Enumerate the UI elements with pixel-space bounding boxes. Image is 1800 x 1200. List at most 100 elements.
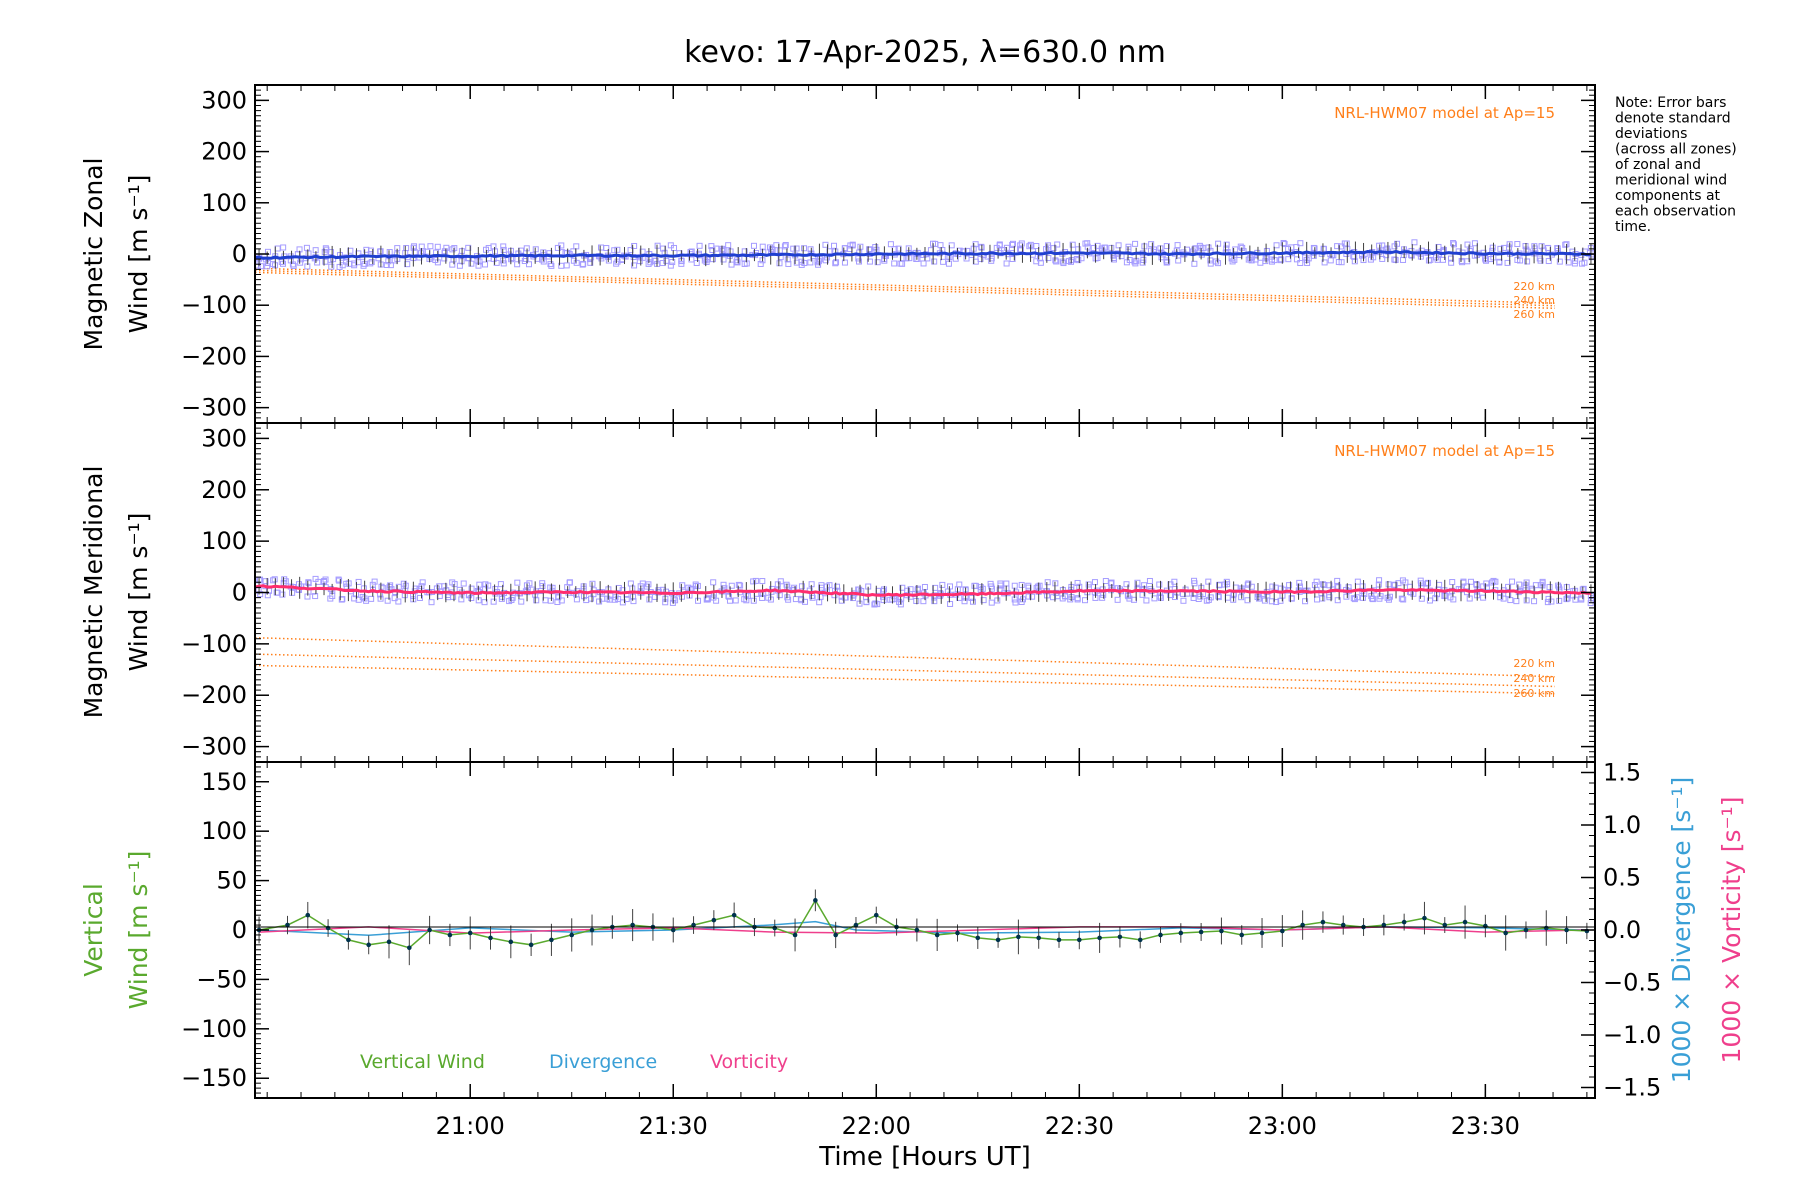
x-tick-label: 21:30	[639, 1112, 708, 1140]
zone-sample	[391, 595, 398, 602]
zone-sample	[558, 597, 565, 604]
zone-sample	[874, 259, 881, 266]
zone-sample	[1334, 577, 1341, 584]
zone-sample	[1327, 257, 1334, 264]
zone-sample	[1268, 256, 1275, 263]
y-tick-label: 150	[201, 768, 247, 796]
zone-sample	[720, 247, 727, 254]
vorticity-axis-label: 1000 × Vorticity [s⁻¹]	[1717, 797, 1746, 1064]
model-line-220km	[254, 636, 1556, 678]
zone-sample	[785, 596, 792, 603]
zone-sample	[1418, 595, 1425, 602]
zone-sample	[817, 593, 824, 600]
y-tick-label: 100	[201, 817, 247, 845]
zone-sample	[1523, 579, 1530, 586]
zone-sample	[539, 256, 546, 263]
zone-sample	[411, 249, 418, 256]
zone-sample	[1402, 579, 1409, 586]
zone-sample	[1497, 245, 1504, 252]
right-tick-label: −1.0	[1603, 1021, 1661, 1049]
zone-sample	[1285, 256, 1292, 263]
meridional-ylabel-units: Wind [m s⁻¹]	[124, 513, 153, 672]
zone-sample	[807, 259, 814, 266]
zone-sample	[377, 248, 384, 255]
zone-sample	[734, 259, 741, 266]
zone-sample	[1156, 593, 1163, 600]
vertical-wind-point	[346, 937, 351, 943]
zone-sample	[809, 594, 816, 601]
zone-sample	[411, 243, 418, 250]
zone-sample	[305, 580, 312, 587]
zone-sample	[1297, 260, 1304, 267]
zone-sample	[1044, 579, 1051, 586]
zone-sample	[619, 599, 626, 606]
y-tick-label: 300	[201, 424, 247, 452]
vertical-wind-point	[1564, 927, 1569, 933]
vertical-wind-point	[1422, 915, 1427, 921]
zone-sample	[1385, 596, 1392, 603]
zone-sample	[1273, 242, 1280, 249]
vertical-wind-point	[1198, 929, 1204, 935]
zone-sample	[750, 578, 757, 585]
zone-sample	[1548, 598, 1555, 605]
zone-sample	[280, 244, 287, 251]
zone-sample	[703, 596, 710, 603]
meridional-model-260-label: 260 km	[1513, 687, 1555, 700]
vertical-wind-point	[447, 932, 453, 938]
vertical-wind-point	[1097, 935, 1102, 941]
zone-sample	[539, 580, 546, 587]
zone-sample	[1427, 256, 1434, 263]
zone-sample	[1018, 599, 1025, 606]
zonal-model-240-label: 240 km	[1513, 294, 1555, 307]
right-tick-label: 1.0	[1603, 811, 1641, 839]
zone-sample	[1296, 579, 1303, 586]
y-tick-label: −300	[181, 394, 247, 422]
right-tick-label: −0.5	[1603, 969, 1661, 997]
zone-sample	[449, 246, 456, 253]
vertical-wind-point	[1137, 937, 1143, 943]
zone-sample	[781, 243, 788, 250]
zone-sample	[1069, 241, 1076, 248]
zone-sample	[1164, 258, 1171, 265]
zone-sample	[441, 583, 448, 590]
zone-sample	[630, 598, 637, 605]
zone-sample	[336, 263, 343, 270]
y-tick-label: 0	[232, 579, 247, 607]
zone-sample	[1320, 245, 1327, 252]
zone-sample	[367, 247, 374, 254]
zone-sample	[297, 259, 304, 266]
zone-sample	[1131, 258, 1138, 265]
zone-sample	[961, 598, 968, 605]
zone-sample	[1143, 597, 1150, 604]
zone-sample	[458, 596, 465, 603]
zone-sample	[1483, 580, 1490, 587]
vertical-wind-point	[1483, 923, 1488, 929]
zone-sample	[1489, 579, 1496, 586]
zone-sample	[1191, 577, 1198, 584]
zone-sample	[1191, 260, 1198, 267]
y-tick-label: 0	[232, 916, 247, 944]
zone-sample	[1319, 595, 1326, 602]
meridional-model-lines	[254, 636, 1556, 695]
zone-sample	[490, 598, 497, 605]
zone-sample	[1269, 583, 1276, 590]
vertical-wind-point	[711, 917, 717, 923]
zone-sample	[1043, 246, 1050, 253]
zone-sample	[1449, 579, 1456, 586]
zone-sample	[387, 582, 394, 589]
zone-sample	[441, 248, 448, 255]
zone-sample	[678, 260, 685, 267]
zone-sample	[956, 581, 963, 588]
zone-sample	[907, 586, 914, 593]
zone-sample	[558, 242, 565, 249]
meridional-ylabel: Magnetic Meridional	[79, 466, 108, 719]
zone-sample	[1081, 597, 1088, 604]
zone-sample	[1432, 595, 1439, 602]
zone-sample	[784, 256, 791, 263]
zone-sample	[798, 583, 805, 590]
zone-sample	[314, 259, 321, 266]
zone-sample	[850, 595, 857, 602]
zonal-ylabel: Magnetic Zonal	[79, 158, 108, 351]
vertical-wind-point	[1259, 930, 1265, 936]
zone-sample	[1009, 241, 1016, 248]
